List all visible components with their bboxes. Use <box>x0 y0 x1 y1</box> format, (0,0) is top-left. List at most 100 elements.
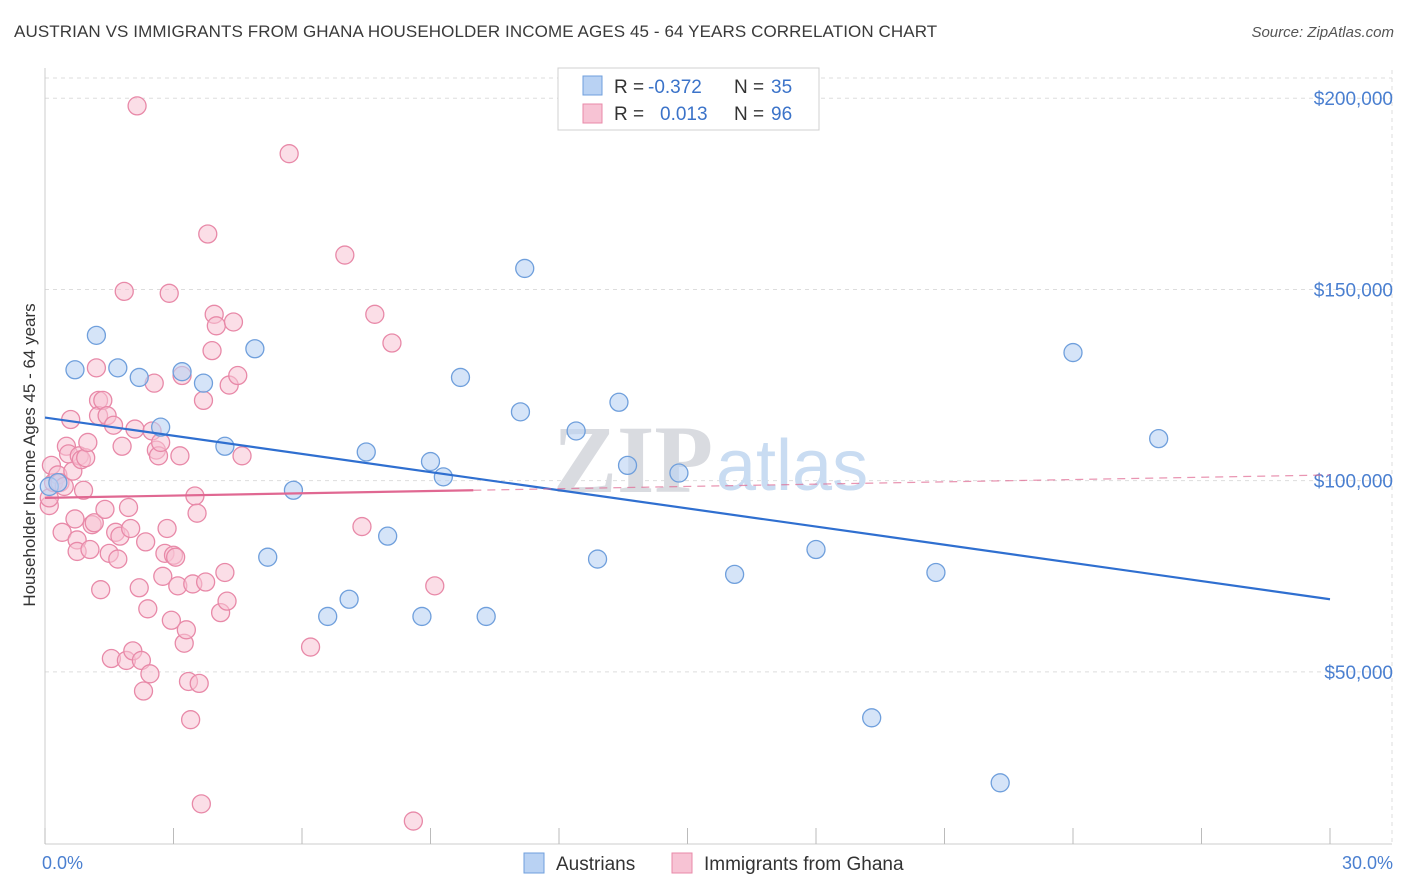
ghana-point <box>187 503 207 523</box>
series-label-austrians: Austrians <box>556 854 635 875</box>
ghana-point <box>138 599 158 619</box>
austrian-point <box>378 526 398 546</box>
austrian-point <box>150 417 171 437</box>
ghana-point <box>73 480 94 500</box>
ghana-point <box>91 580 111 600</box>
ghana-point <box>170 446 190 466</box>
ghana-point <box>215 562 235 583</box>
austrian-point <box>129 367 149 388</box>
ghana-point <box>300 637 321 657</box>
ghana-trend-extension <box>473 474 1331 491</box>
ghana-point <box>217 591 237 611</box>
austrian-point <box>587 549 608 569</box>
series-legend: Austrians Immigrants from Ghana <box>523 852 904 875</box>
ghana-point <box>195 572 216 592</box>
austrian-point <box>990 773 1010 793</box>
ghana-point <box>112 436 132 456</box>
ghana-point <box>127 96 147 116</box>
austrian-point <box>215 436 235 456</box>
legend-n-label: N = <box>734 104 764 125</box>
y-tick-label: $50,000 <box>1324 663 1393 684</box>
legend-r-label: R = <box>614 77 644 98</box>
legend-r-value: 0.013 <box>660 104 708 125</box>
austrian-point <box>86 325 107 346</box>
austrian-point <box>1063 342 1083 363</box>
austrian-point <box>433 467 454 487</box>
ghana-point <box>80 539 100 560</box>
ghana-point <box>136 532 156 552</box>
ghana-point <box>114 281 134 302</box>
ghana-trend-line <box>44 489 474 499</box>
austrian-point <box>108 358 128 378</box>
series-swatch-ghana <box>671 852 693 874</box>
austrian-point <box>193 373 214 393</box>
austrian-trend-line <box>44 416 1331 601</box>
austrian-points <box>39 258 1169 793</box>
ghana-point <box>425 576 445 596</box>
ghana-point <box>95 499 115 520</box>
ghana-point <box>176 620 197 640</box>
ghana-point <box>103 415 124 435</box>
ghana-point <box>232 446 252 466</box>
ghana-point <box>65 509 85 529</box>
austrian-point <box>609 392 629 412</box>
legend-r-value: -0.372 <box>648 77 702 98</box>
trend-lines <box>44 416 1331 601</box>
ghana-point <box>335 245 355 265</box>
series-swatch-austrians <box>523 852 545 874</box>
ghana-point <box>165 547 186 567</box>
grid <box>45 70 1393 844</box>
legend-n-value: 96 <box>771 104 792 125</box>
y-axis-label: Householder Income Ages 45 - 64 years <box>20 303 39 606</box>
austrian-point <box>48 472 68 493</box>
austrian-point <box>283 480 304 500</box>
austrian-point <box>476 606 496 627</box>
ghana-point <box>365 304 385 324</box>
austrian-point <box>862 708 882 728</box>
x-tick-labels: 0.0% 30.0% <box>42 853 1393 873</box>
ghana-points <box>39 96 445 831</box>
ghana-point <box>180 710 201 730</box>
y-tick-labels: $50,000 $100,000 $150,000 $200,000 <box>1314 89 1393 684</box>
correlation-legend: R = -0.372 N = 35 R = 0.013 N = 96 <box>557 67 820 131</box>
ghana-point <box>279 144 299 164</box>
austrian-point <box>339 589 359 609</box>
austrian-point <box>566 421 586 441</box>
ghana-point <box>202 341 222 361</box>
ghana-point <box>133 681 154 701</box>
austrian-point <box>318 606 338 627</box>
austrian-point <box>926 562 946 583</box>
ghana-point <box>140 664 160 684</box>
legend-n-label: N = <box>734 77 764 98</box>
austrian-point <box>258 547 278 567</box>
y-tick-label: $100,000 <box>1314 472 1393 493</box>
austrian-point <box>1149 428 1169 449</box>
legend-r-label: R = <box>614 104 644 125</box>
source-label: Source: ZipAtlas.com <box>1251 24 1394 41</box>
ghana-point <box>159 283 179 303</box>
watermark: ZIP atlas <box>553 406 868 513</box>
austrian-point <box>617 455 638 476</box>
legend-swatch-ghana <box>582 103 603 124</box>
ghana-point <box>193 390 214 411</box>
ghana-point <box>191 794 211 814</box>
austrian-point <box>515 258 535 279</box>
austrian-point <box>724 564 745 585</box>
ghana-point <box>52 522 72 542</box>
ghana-point <box>78 432 98 453</box>
austrian-point <box>356 442 376 462</box>
x-tick-label: 0.0% <box>42 853 83 873</box>
axes <box>44 68 1392 845</box>
austrian-point <box>669 463 689 483</box>
ghana-point <box>228 365 248 386</box>
y-tick-label: $200,000 <box>1314 89 1393 110</box>
austrian-point <box>420 451 441 472</box>
ghana-point <box>223 312 244 332</box>
ghana-point <box>382 333 402 353</box>
austrian-point <box>450 367 471 388</box>
austrian-point <box>806 539 826 560</box>
austrian-point <box>412 606 432 627</box>
watermark-atlas: atlas <box>716 426 868 506</box>
legend-n-value: 35 <box>771 77 792 98</box>
legend-swatch-austrians <box>582 75 603 96</box>
